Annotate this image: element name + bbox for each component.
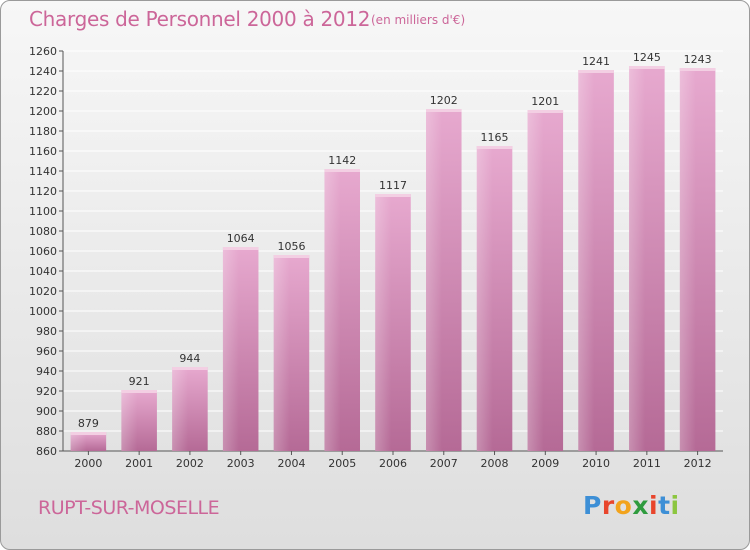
- y-tick-label: 1240: [29, 65, 57, 78]
- bar-top-cap: [273, 255, 310, 258]
- bar-top-cap: [324, 169, 360, 172]
- x-tick-label: 2007: [430, 457, 458, 470]
- data-label: 879: [78, 417, 99, 430]
- proxiti-logo[interactable]: Proxiti: [583, 491, 680, 520]
- bar-highlight: [476, 146, 493, 451]
- data-label: 1056: [277, 240, 305, 253]
- data-label: 1245: [633, 51, 661, 64]
- data-label: 1241: [582, 55, 610, 68]
- data-label: 944: [179, 352, 200, 365]
- y-tick-label: 1060: [29, 245, 57, 258]
- y-tick-label: 1020: [29, 285, 57, 298]
- y-tick-label: 1180: [29, 125, 57, 138]
- y-tick-label: 1100: [29, 205, 57, 218]
- x-tick-label: 2011: [633, 457, 661, 470]
- y-tick-label: 1140: [29, 165, 57, 178]
- y-tick-label: 860: [36, 445, 57, 458]
- bar-top-cap: [375, 194, 411, 197]
- y-tick-label: 1040: [29, 265, 57, 278]
- bar-highlight: [172, 367, 189, 451]
- label-layer: 879 921 944 1064 1056 1142 1117 1202 1165 1201 124…: [78, 51, 712, 430]
- city-name: RUPT-SUR-MOSELLE: [38, 497, 220, 519]
- data-label: 1117: [379, 179, 407, 192]
- logo-letter: r: [601, 491, 615, 520]
- y-tick-label: 1160: [29, 145, 57, 158]
- data-label: 921: [129, 375, 150, 388]
- data-label: 1064: [227, 232, 255, 245]
- bar-highlight: [324, 169, 341, 451]
- x-tick-label: 2004: [277, 457, 305, 470]
- chart-title: Charges de Personnel 2000 à 2012: [29, 7, 371, 31]
- bar-top-cap: [172, 367, 208, 370]
- y-tick-label: 880: [36, 425, 57, 438]
- bar-highlight: [679, 68, 696, 451]
- logo-letter: x: [632, 491, 649, 520]
- bar-highlight: [121, 390, 138, 451]
- bar-top-cap: [578, 70, 614, 73]
- x-tick-label: 2003: [227, 457, 255, 470]
- bar-top-cap: [476, 146, 513, 149]
- y-tick-label: 980: [36, 325, 57, 338]
- bar-highlight: [222, 247, 239, 451]
- x-tick-label: 2012: [684, 457, 712, 470]
- bar-top-cap: [527, 110, 564, 113]
- logo-letter: o: [614, 491, 633, 520]
- x-tick-label: 2005: [328, 457, 356, 470]
- data-label: 1142: [328, 154, 356, 167]
- data-label: 1243: [684, 53, 712, 66]
- data-label: 1201: [531, 95, 559, 108]
- y-tick-label: 1080: [29, 225, 57, 238]
- logo-letter: i: [670, 491, 680, 520]
- x-tick-label: 2009: [531, 457, 559, 470]
- x-tick-label: 2010: [582, 457, 610, 470]
- y-tick-label: 920: [36, 385, 57, 398]
- bar-highlight: [70, 432, 87, 451]
- x-tick-label: 2006: [379, 457, 407, 470]
- logo-letter: t: [658, 491, 671, 520]
- bar-highlight: [629, 66, 646, 451]
- y-tick-label: 1220: [29, 85, 57, 98]
- data-label: 1202: [430, 94, 458, 107]
- data-label: 1165: [481, 131, 509, 144]
- logo-letter: i: [649, 491, 659, 520]
- bar-top-cap: [70, 432, 107, 435]
- x-tick-label: 2001: [125, 457, 153, 470]
- bar-highlight: [527, 110, 544, 451]
- bar-top-cap: [679, 68, 716, 71]
- y-tick-label: 900: [36, 405, 57, 418]
- bar-layer: [70, 66, 716, 451]
- y-tick-label: 1200: [29, 105, 57, 118]
- bar-highlight: [426, 109, 442, 451]
- bar-top-cap: [426, 109, 462, 112]
- bar-top-cap: [629, 66, 665, 69]
- bar-highlight: [375, 194, 392, 451]
- y-tick-label: 1260: [29, 45, 57, 58]
- y-tick-label: 1120: [29, 185, 57, 198]
- x-tick-label: 2002: [176, 457, 204, 470]
- bar-highlight: [578, 70, 595, 451]
- chart-unit-note: (en milliers d'€): [371, 13, 466, 27]
- y-tick-label: 960: [36, 345, 57, 358]
- y-tick-label: 940: [36, 365, 57, 378]
- y-tick-label: 1000: [29, 305, 57, 318]
- logo-letter: P: [583, 491, 602, 520]
- x-tick-label: 2000: [74, 457, 102, 470]
- x-tick-label: 2008: [481, 457, 509, 470]
- bar-highlight: [273, 255, 290, 451]
- bar-top-cap: [121, 390, 157, 393]
- bar-top-cap: [222, 247, 259, 250]
